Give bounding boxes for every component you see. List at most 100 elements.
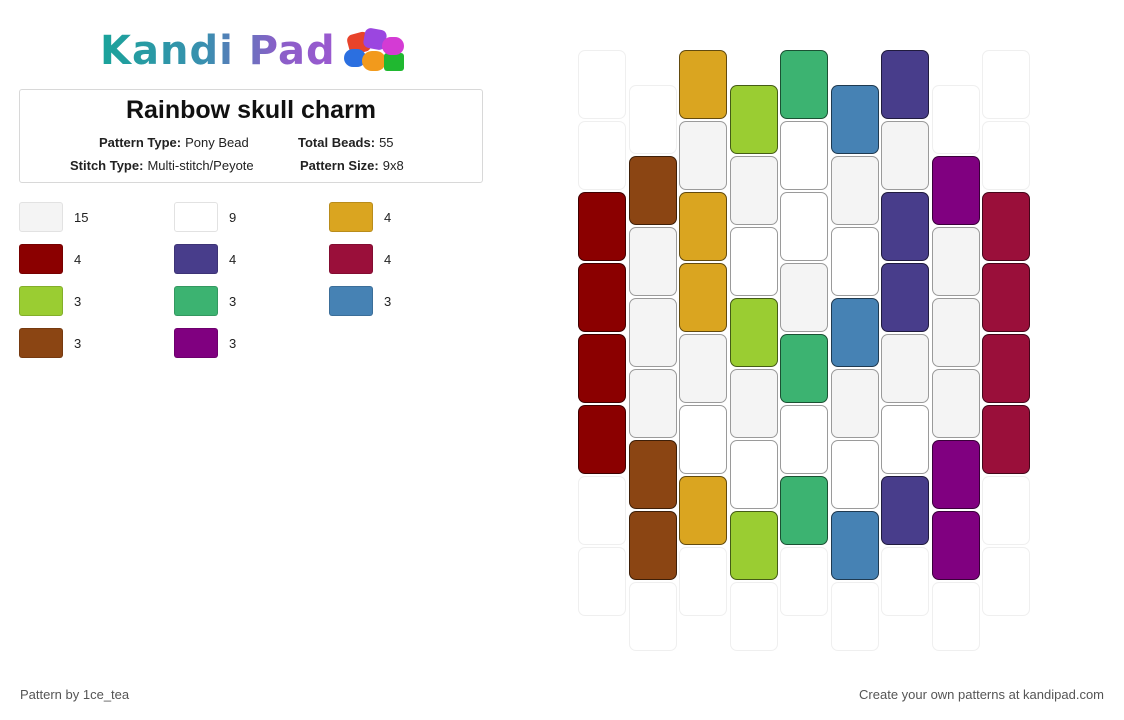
empty-bead-slot [578,476,626,545]
empty-bead-slot [578,50,626,119]
total-beads-label: Total Beads: [298,135,376,150]
bead [729,227,778,296]
pattern-type: Pattern Type: Pony Bead [99,135,249,150]
bead [729,298,778,367]
bead [578,405,626,474]
empty-bead-slot [578,547,626,616]
legend-count: 3 [384,294,392,309]
empty-bead-slot [982,121,1030,190]
bead [830,227,879,296]
legend-swatch [329,286,373,316]
logo-text: Kandi Pad [100,28,336,74]
empty-bead-slot [578,121,626,190]
legend-swatch [329,202,373,232]
legend-count: 4 [229,252,237,267]
bead [679,121,727,190]
color-legend: 15 9 4 4 4 4 3 3 3 3 3 [19,202,499,372]
bead [578,334,626,403]
bead [729,369,778,438]
legend-count: 3 [229,336,237,351]
bead [830,369,879,438]
empty-bead-slot [881,547,929,616]
legend-swatch [174,328,218,358]
bead [982,192,1030,261]
bead [830,440,879,509]
pattern-type-label: Pattern Type: [99,135,182,150]
empty-bead-slot [628,582,677,651]
pattern-size-value: 9x8 [382,158,404,173]
legend-count: 4 [384,210,392,225]
legend-count: 4 [384,252,392,267]
bead [729,85,778,154]
pattern-info-card: Rainbow skull charm Pattern Type: Pony Be… [19,89,483,183]
bead [931,511,980,580]
bead [982,405,1030,474]
bead [931,227,980,296]
pattern-author: Pattern by 1ce_tea [20,687,130,702]
empty-bead-slot [780,547,828,616]
pattern-size-label: Pattern Size: [300,158,379,173]
stitch-type: Stitch Type: Multi-stitch/Peyote [70,158,254,173]
legend-count: 9 [229,210,237,225]
bead [881,476,929,545]
bead [830,511,879,580]
stitch-type-label: Stitch Type: [70,158,144,173]
bead [628,440,677,509]
bead [830,85,879,154]
legend-count: 4 [74,252,82,267]
bead [679,50,727,119]
empty-bead-slot [679,547,727,616]
bead [881,121,929,190]
bead [881,192,929,261]
bead [729,156,778,225]
empty-bead-slot [628,85,677,154]
empty-bead-slot [931,85,980,154]
stitch-type-value: Multi-stitch/Peyote [147,158,254,173]
pattern-type-value: Pony Bead [185,135,249,150]
bead [881,50,929,119]
legend-swatch [19,244,63,274]
legend-swatch [174,202,218,232]
bead [628,227,677,296]
legend-swatch [174,286,218,316]
bead [931,156,980,225]
empty-bead-slot [729,582,778,651]
bead [931,298,980,367]
kandipad-link[interactable]: Create your own patterns at kandipad.com [859,687,1104,702]
bead [780,121,828,190]
empty-bead-slot [931,582,980,651]
bead [628,511,677,580]
bead [881,405,929,474]
empty-bead-slot [982,476,1030,545]
beads-logo-icon [343,27,422,75]
bead [729,440,778,509]
bead [982,263,1030,332]
bead [628,369,677,438]
empty-bead-slot [830,582,879,651]
bead [628,298,677,367]
bead [578,192,626,261]
kandipad-logo[interactable]: Kandi Pad [100,26,422,76]
bead [780,476,828,545]
total-beads-value: 55 [379,135,394,150]
legend-swatch [19,202,63,232]
empty-bead-slot [982,50,1030,119]
bead [780,263,828,332]
bead [931,440,980,509]
legend-count: 15 [74,210,89,225]
bead [679,263,727,332]
bead [881,334,929,403]
pattern-title: Rainbow skull charm [125,96,377,124]
legend-swatch [19,328,63,358]
pattern-size: Pattern Size: 9x8 [300,158,404,173]
bead [679,334,727,403]
bead [830,156,879,225]
bead [931,369,980,438]
legend-count: 3 [229,294,237,309]
bead [679,405,727,474]
bead [578,263,626,332]
bead [780,50,828,119]
bead [830,298,879,367]
bead [881,263,929,332]
bead [982,334,1030,403]
